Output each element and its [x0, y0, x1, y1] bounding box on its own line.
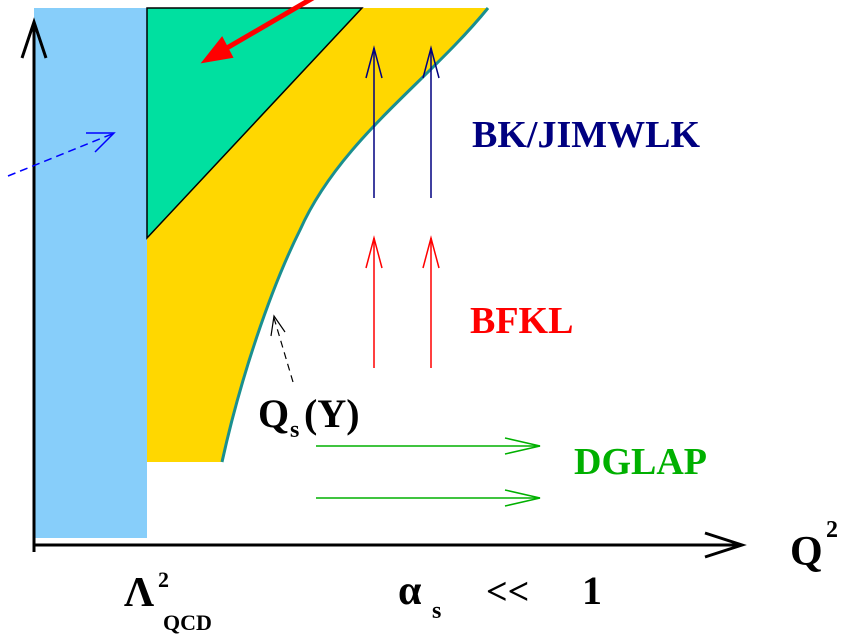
lambda-qcd-sup: 2 — [158, 567, 169, 592]
qs-label-sub: s — [290, 417, 299, 443]
saturation-line — [220, 7, 490, 463]
qs-label-arg: (Y) — [304, 391, 360, 436]
dglap-arrow-top-head — [504, 437, 541, 455]
lambda-qcd-sub: QCD — [163, 610, 212, 635]
x-axis-arrowhead — [704, 531, 747, 559]
bk-arrow-left-head — [365, 45, 383, 79]
red-arrow-shaft — [218, 0, 315, 55]
dglap-arrow-bottom-head — [504, 489, 541, 507]
alpha-symbol: α — [398, 568, 422, 614]
bfkl-arrow-left-head — [365, 235, 383, 269]
x-axis-label: Q — [790, 529, 823, 575]
bk-arrow-right-head — [422, 45, 440, 79]
qs-pointer-head — [270, 314, 286, 337]
qs-label-main: Q — [258, 391, 289, 436]
alpha-value: 1 — [582, 568, 602, 613]
bfkl-arrow-right-head — [422, 235, 440, 269]
red-arrow-head — [200, 36, 234, 64]
alpha-sub: s — [432, 598, 441, 624]
alpha-relation: << — [486, 571, 529, 613]
qs-pointer-line — [273, 317, 294, 383]
dashed-blue-arrow — [7, 133, 113, 177]
dashed-blue-arrowhead — [86, 132, 116, 153]
nonperturbative-region — [34, 8, 147, 538]
y-axis-arrowhead — [20, 17, 48, 59]
saturation-region — [146, 7, 364, 240]
lambda-qcd-symbol: Λ — [124, 570, 154, 616]
bk-jimwlk-label: BK/JIMWLK — [472, 114, 700, 156]
dglap-label: DGLAP — [574, 441, 707, 483]
bfkl-label: BFKL — [470, 300, 573, 342]
x-axis-label-sup: 2 — [826, 517, 838, 543]
